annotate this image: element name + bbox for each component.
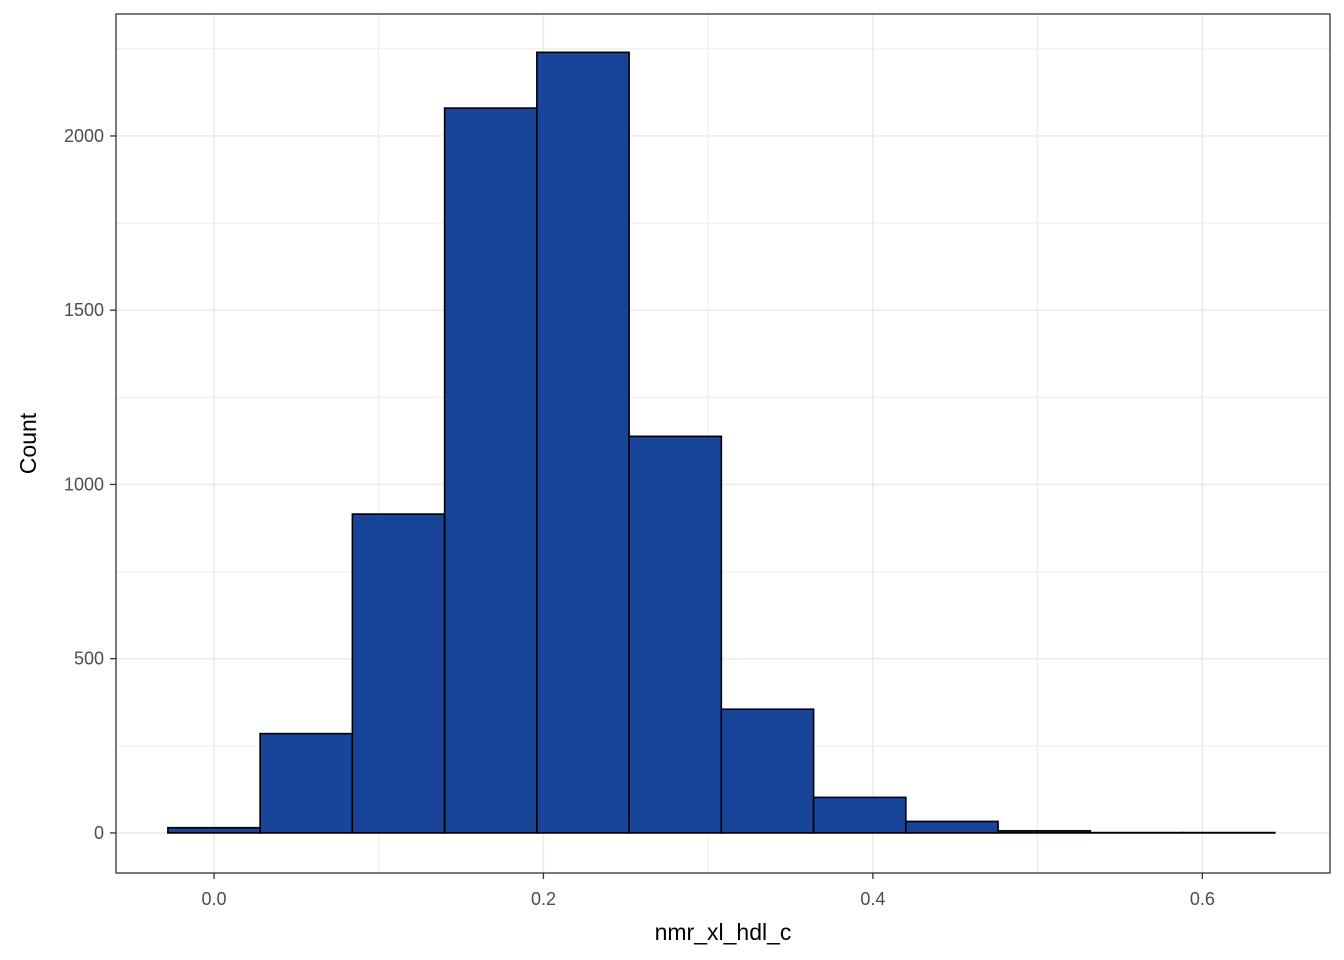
histogram-bar (443, 107, 538, 834)
y-tick-label: 1000 (64, 474, 104, 494)
y-tick-label: 500 (74, 649, 104, 669)
y-axis-ticks: 0 500 1000 1500 2000 (64, 126, 116, 843)
x-tick-label: 0.4 (860, 889, 885, 909)
panel-border (115, 13, 1331, 874)
histogram-bar (905, 820, 999, 834)
x-tick-label: 0.6 (1190, 889, 1215, 909)
y-axis-title: Count (15, 412, 41, 474)
y-tick-label: 2000 (64, 126, 104, 146)
histogram-bar (720, 708, 815, 834)
histogram-bar (351, 513, 446, 834)
x-tick-label: 0.0 (201, 889, 226, 909)
y-tick-label: 0 (94, 823, 104, 843)
histogram-bar (997, 830, 1092, 834)
histogram-bar (259, 732, 354, 834)
x-axis-title: nmr_xl_hdl_c (655, 919, 792, 945)
y-tick-label: 1500 (64, 300, 104, 320)
histogram-bar (628, 435, 723, 834)
histogram-bar (536, 51, 630, 834)
histogram-bar (812, 796, 907, 834)
histogram-bars (167, 51, 1276, 834)
x-tick-label: 0.2 (531, 889, 556, 909)
histogram-bar (167, 826, 261, 834)
x-axis-ticks: 0.0 0.2 0.4 0.6 (201, 873, 1215, 909)
